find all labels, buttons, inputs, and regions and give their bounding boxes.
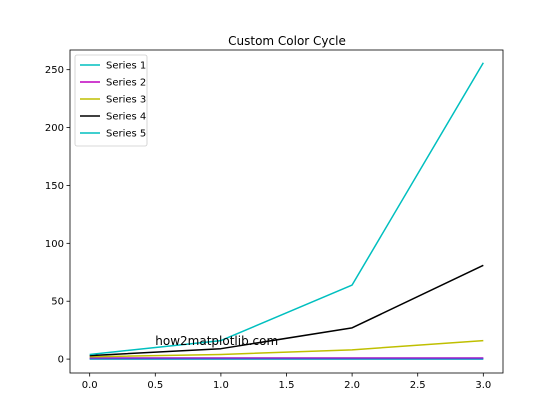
y-tick-label: 100: [45, 239, 64, 250]
x-tick-label: 3.0: [475, 380, 491, 391]
legend-label: Series 3: [106, 95, 146, 106]
chart-title: Custom Color Cycle: [228, 34, 346, 48]
x-tick-label: 1.0: [213, 380, 229, 391]
x-tick-label: 2.0: [344, 380, 360, 391]
x-tick-label: 1.5: [279, 380, 295, 391]
legend-label: Series 2: [106, 78, 146, 89]
x-tick-label: 2.5: [410, 380, 426, 391]
x-axis-ticks: 0.0 0.5 1.0 1.5 2.0 2.5 3.0: [82, 373, 491, 391]
x-tick-label: 0.0: [82, 380, 98, 391]
series-line-3: [89, 339, 484, 358]
legend-box: [74, 54, 148, 147]
y-tick-label: 0: [58, 355, 64, 366]
plot-lines: [89, 62, 484, 360]
y-tick-label: 200: [45, 123, 64, 134]
y-tick-label: 250: [45, 65, 64, 76]
legend-label: Series 4: [106, 112, 146, 123]
legend-label: Series 5: [106, 129, 146, 140]
legend-label: Series 1: [106, 61, 146, 72]
legend: Series 1 Series 2 Series 3 Series 4 Series 5: [74, 54, 148, 147]
x-tick-label: 0.5: [147, 380, 163, 391]
y-tick-label: 150: [45, 181, 64, 192]
series-line-5: [89, 62, 484, 356]
series-line-4: [89, 264, 484, 357]
y-tick-label: 50: [51, 297, 64, 308]
watermark-annotation: how2matplotlib.com: [155, 334, 278, 348]
y-axis-ticks: 0 50 100 150 200 250: [45, 65, 70, 366]
